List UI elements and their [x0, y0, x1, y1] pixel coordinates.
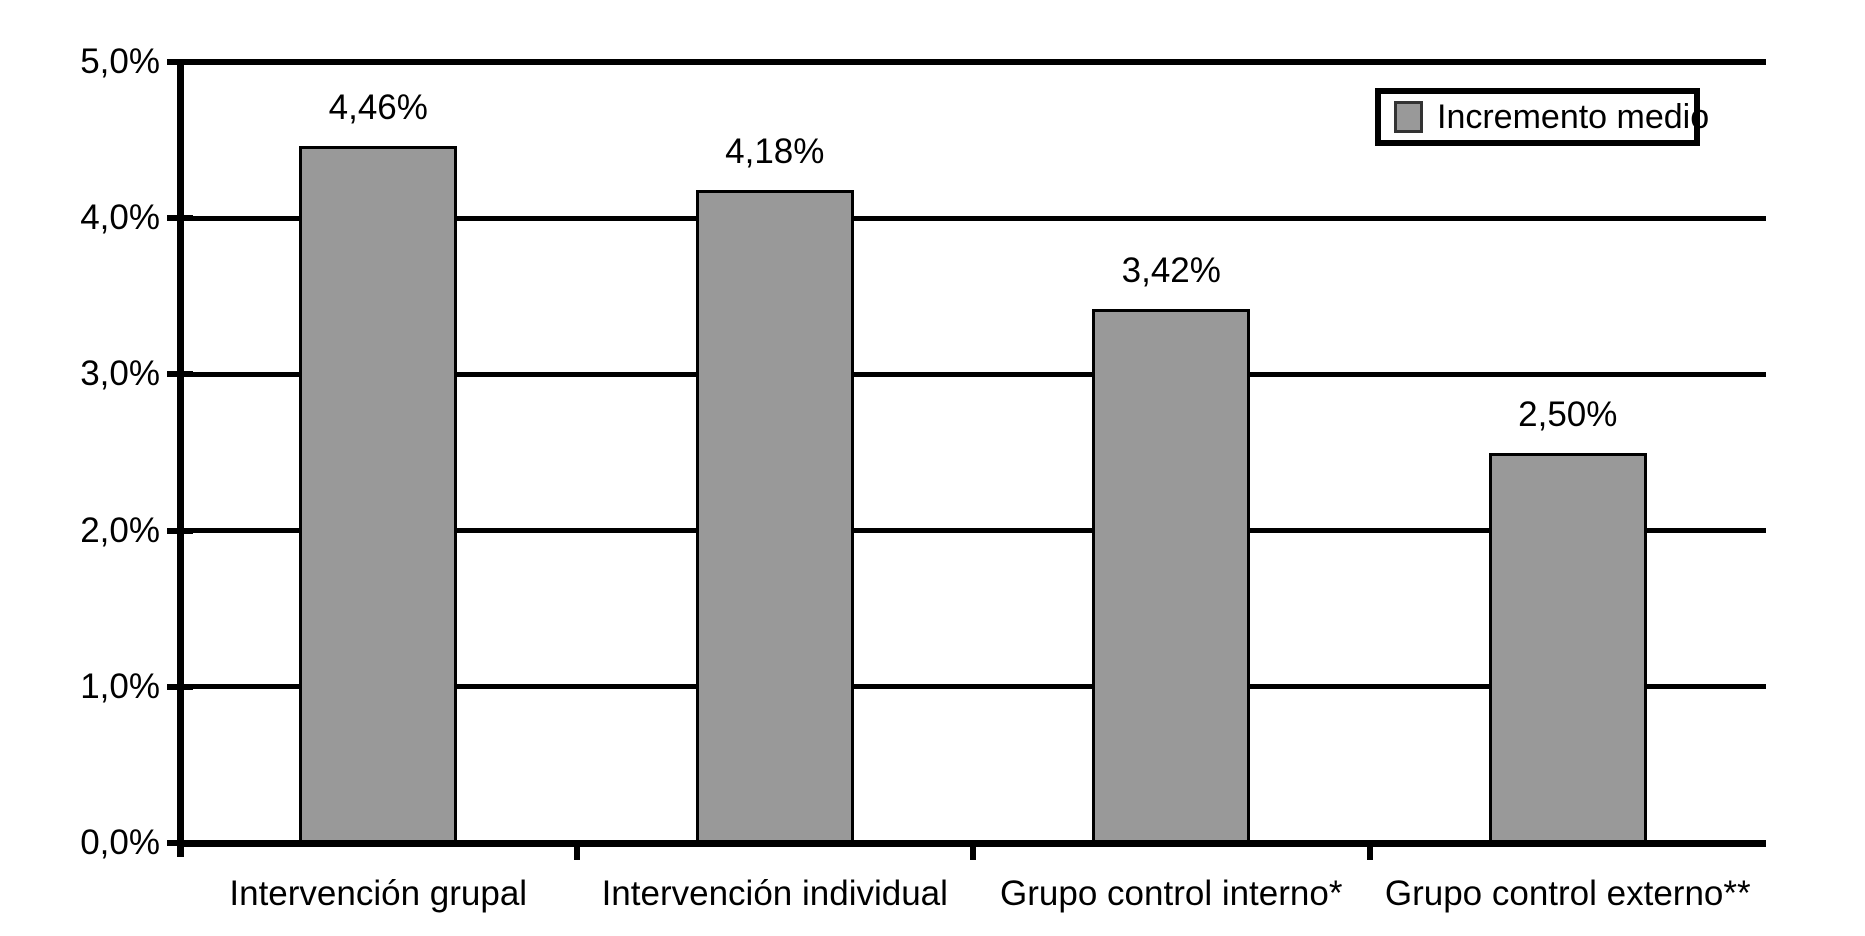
- x-axis-tick: [573, 846, 580, 860]
- y-axis-tick: [167, 215, 193, 222]
- bar: [1092, 308, 1251, 843]
- bar-value-label: 3,42%: [1121, 250, 1221, 290]
- x-category-label: Intervención individual: [601, 874, 948, 913]
- x-category-label: Intervención grupal: [229, 874, 528, 913]
- y-axis-tick-label: 0,0%: [80, 823, 160, 862]
- bar: [695, 190, 854, 843]
- y-axis-tick: [167, 683, 193, 690]
- y-axis-tick-label: 5,0%: [80, 42, 160, 81]
- x-category-label: Grupo control interno*: [1000, 874, 1343, 913]
- legend-label: Incremento medio: [1437, 98, 1710, 136]
- bar-value-label: 4,46%: [328, 88, 428, 128]
- y-axis-tick: [167, 527, 193, 534]
- y-axis-tick-label: 3,0%: [80, 354, 160, 394]
- gridline: [180, 215, 1766, 221]
- bar-value-label: 2,50%: [1518, 394, 1618, 434]
- y-axis-tick-label: 4,0%: [80, 198, 160, 238]
- gridline: [180, 371, 1766, 377]
- x-category-label: Grupo control externo**: [1384, 874, 1751, 913]
- legend: Incremento medio: [1375, 88, 1709, 146]
- x-axis-tick: [1366, 846, 1373, 860]
- gridline: [180, 684, 1766, 690]
- legend-swatch-icon: [1394, 101, 1423, 133]
- y-axis-tick: [167, 59, 193, 65]
- bar: [1488, 452, 1647, 843]
- bar: [299, 146, 458, 843]
- y-axis-tick-label: 2,0%: [80, 510, 160, 550]
- gridline: [180, 528, 1766, 534]
- plot-top-border: [177, 59, 1766, 65]
- y-axis-tick-label: 1,0%: [80, 666, 160, 706]
- bar-value-label: 4,18%: [725, 132, 825, 172]
- y-axis-tick: [167, 371, 193, 378]
- y-axis-line: [177, 59, 184, 857]
- x-axis-tick: [970, 846, 976, 860]
- x-axis-line: [177, 839, 1766, 847]
